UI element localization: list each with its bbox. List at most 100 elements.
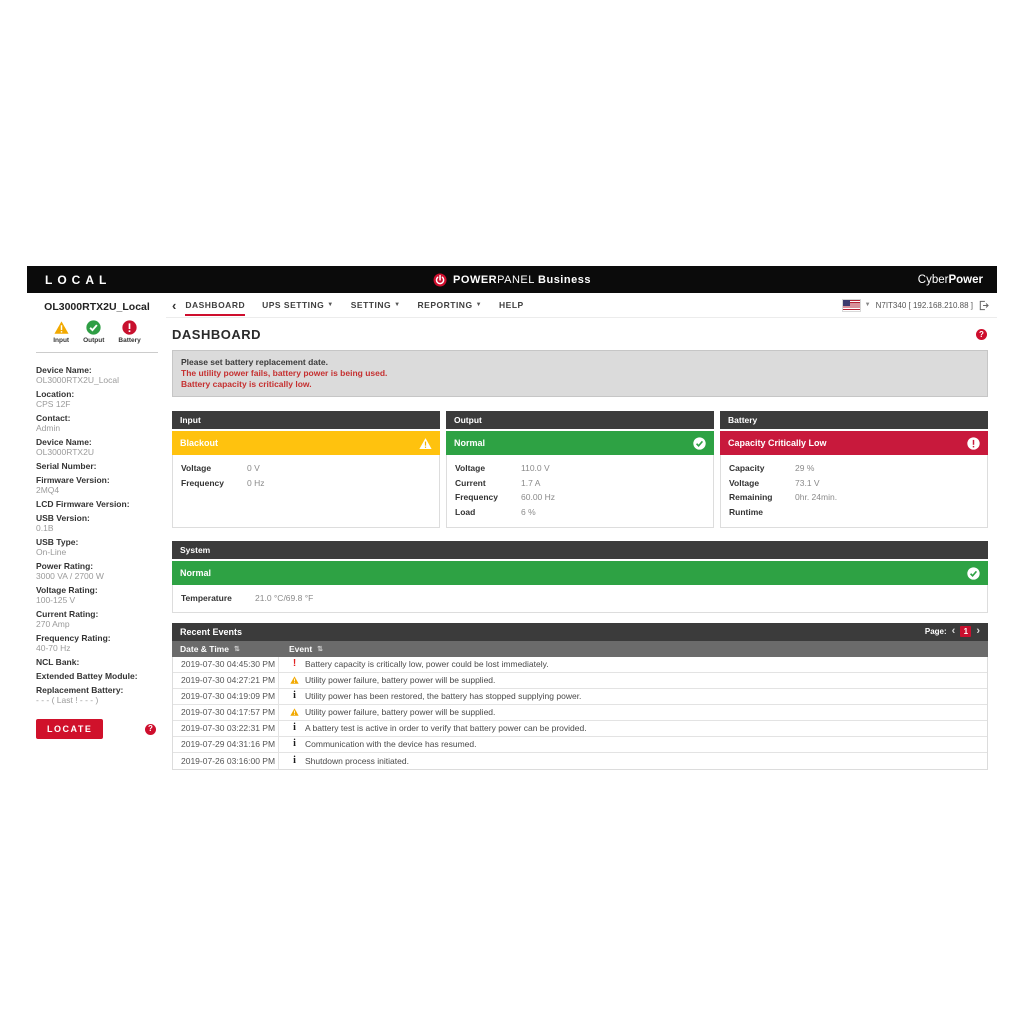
metric-row: Voltage 73.1 V	[721, 476, 987, 491]
device-field: Location: CPS 12F	[36, 389, 158, 409]
page-next-icon[interactable]: ›	[976, 625, 980, 637]
exclamation-circle-icon	[967, 436, 980, 450]
locate-button[interactable]: LOCATE	[36, 719, 104, 739]
metric-row: Remaining Runtime 0hr. 24min.	[721, 490, 987, 519]
column-date-time[interactable]: Date & Time	[180, 643, 229, 654]
system-panel-header: System	[172, 541, 988, 559]
event-row[interactable]: 2019-07-29 04:31:16 PM i Communication wit…	[173, 736, 987, 753]
event-row[interactable]: 2019-07-30 04:45:30 PM! Battery capacity …	[173, 656, 987, 673]
device-field: USB Version: 0.1B	[36, 513, 158, 533]
top-bar: LOCAL POWERPANEL Business CyberPower	[27, 266, 997, 293]
exclamation-circle-icon	[122, 320, 137, 335]
event-cell: Utility power failure, battery power wil…	[279, 705, 987, 720]
nav-tab-label: REPORTING	[417, 300, 473, 310]
nav-tab-reporting[interactable]: REPORTING ▼	[418, 300, 482, 310]
input-status-bar: Blackout	[172, 431, 440, 455]
device-field-label: Replacement Battery:	[36, 685, 124, 695]
device-field-value: CPS 12F	[36, 399, 71, 409]
back-chevron-icon[interactable]: ‹	[172, 297, 177, 313]
event-row[interactable]: 2019-07-30 04:19:09 PM i Utility power has…	[173, 688, 987, 705]
sort-icon[interactable]: ⇅	[233, 645, 240, 653]
column-event[interactable]: Event	[289, 643, 313, 654]
device-field-label: USB Version:	[36, 513, 90, 523]
panel-title: Battery	[720, 411, 988, 429]
event-cell: i Shutdown process initiated.	[279, 753, 987, 769]
metric-label: Voltage	[455, 463, 486, 473]
device-title: OL3000RTX2U_Local	[44, 301, 150, 313]
device-field-label: NCL Bank:	[36, 657, 80, 667]
page-prev-icon[interactable]: ‹	[951, 625, 956, 637]
sort-icon[interactable]: ⇅	[317, 645, 324, 653]
status-panels: Input Blackout Voltage 0 V Frequency 0 Hz Outp…	[172, 411, 988, 528]
info-icon: i	[293, 722, 296, 733]
page-number[interactable]: 1	[960, 626, 972, 637]
device-field-label: LCD Firmware Version:	[36, 499, 130, 509]
events-table: 2019-07-30 04:45:30 PM! Battery capacity …	[172, 656, 988, 770]
metric-label: Frequency	[181, 477, 224, 488]
chevron-down-icon: ▼	[394, 302, 401, 308]
language-caret-icon[interactable]: ▼	[864, 302, 871, 308]
metric-label: Current	[455, 477, 486, 488]
event-text: Utility power failure, battery power wil…	[305, 675, 496, 685]
events-pager: Page: ‹ 1 ›	[925, 626, 980, 637]
nav-tab-label: DASHBOARD	[185, 300, 246, 310]
us-flag-icon[interactable]	[841, 298, 861, 312]
check-circle-icon	[693, 436, 706, 450]
metric-label: Load	[455, 506, 476, 517]
device-field-value: 40-70 Hz	[36, 643, 71, 653]
main-area: ‹ DASHBOARD UPS SETTING ▼ SETTING ▼ REPORTING…	[166, 293, 997, 770]
status-text: Normal	[454, 438, 486, 448]
event-row[interactable]: 2019-07-30 04:17:57 PM Utility power fail…	[173, 704, 987, 721]
device-fields: Device Name: OL3000RTX2U_Local Location: CP…	[36, 365, 158, 705]
device-field: Frequency Rating: 40-70 Hz	[36, 633, 158, 653]
recent-events-title: Recent Events	[180, 626, 243, 637]
event-time: 2019-07-26 03:16:00 PM	[173, 752, 279, 769]
device-field-label: Current Rating:	[36, 609, 99, 619]
device-field-value: 3000 VA / 2700 W	[36, 571, 104, 581]
metric-label: Remaining Runtime	[729, 492, 773, 517]
device-field-label: Contact:	[36, 413, 71, 423]
event-text: Shutdown process initiated.	[305, 755, 409, 766]
event-row[interactable]: 2019-07-26 03:16:00 PM i Shutdown process …	[173, 752, 987, 769]
nav-tab-help[interactable]: HELP	[499, 300, 524, 310]
device-field: Power Rating: 3000 VA / 2700 W	[36, 561, 158, 581]
device-field-value: On-Line	[36, 547, 67, 557]
device-sidebar: OL3000RTX2U_Local Input Output Battery Dev…	[27, 293, 166, 739]
event-cell: Utility power failure, battery power wil…	[279, 673, 987, 688]
locate-help-icon[interactable]: ?	[145, 723, 156, 735]
powerpanel-logo: POWERPANEL Business	[433, 266, 591, 293]
device-status-input: Input	[53, 320, 69, 344]
nav-tab-dashboard[interactable]: DASHBOARD	[185, 300, 246, 316]
event-text: Utility power has been restored, the bat…	[305, 691, 582, 701]
session-device-id: N7IT340 [ 192.168.210.88 ]	[875, 300, 973, 310]
metric-row: Voltage 0 V	[173, 461, 439, 476]
dashboard-help-icon[interactable]: ?	[976, 329, 987, 340]
metric-label: Voltage	[181, 463, 212, 473]
device-field-value: 0.1B	[36, 523, 54, 533]
metric-row: Capacity 29 %	[721, 461, 987, 476]
powerpanel-wordmark: POWERPANEL Business	[453, 273, 591, 286]
check-circle-icon	[86, 320, 101, 335]
device-field: Voltage Rating: 100-125 V	[36, 585, 158, 605]
warning-triangle-icon	[290, 676, 299, 684]
event-row[interactable]: 2019-07-30 04:27:21 PM Utility power fail…	[173, 672, 987, 689]
event-text: Utility power failure, battery power wil…	[305, 707, 496, 717]
check-circle-icon	[967, 566, 980, 580]
main-nav: ‹ DASHBOARD UPS SETTING ▼ SETTING ▼ REPORTING…	[166, 293, 997, 318]
device-field-value: 270 Amp	[36, 619, 70, 629]
event-row[interactable]: 2019-07-30 03:22:31 PM i A battery test is…	[173, 720, 987, 737]
metric-label: Capacity	[729, 463, 765, 473]
output-panel: Output Normal Voltage 110.0 V Current 1.7 A Fr…	[446, 411, 714, 528]
nav-tab-setting[interactable]: SETTING ▼	[351, 300, 401, 310]
device-field: USB Type: On-Line	[36, 537, 158, 557]
status-text: Capacity Critically Low	[728, 438, 827, 448]
panel-body: Voltage 0 V Frequency 0 Hz	[172, 455, 440, 528]
event-cell: i Utility power has been restored, the ba…	[279, 689, 987, 704]
event-text: Communication with the device has resume…	[305, 739, 477, 749]
page-label: Page:	[924, 627, 947, 636]
device-field-label: Frequency Rating:	[36, 633, 111, 643]
nav-tab-label: SETTING	[350, 300, 392, 310]
device-field-label: USB Type:	[36, 537, 79, 547]
logout-icon[interactable]	[978, 300, 989, 311]
nav-tab-ups-setting[interactable]: UPS SETTING ▼	[262, 300, 334, 310]
